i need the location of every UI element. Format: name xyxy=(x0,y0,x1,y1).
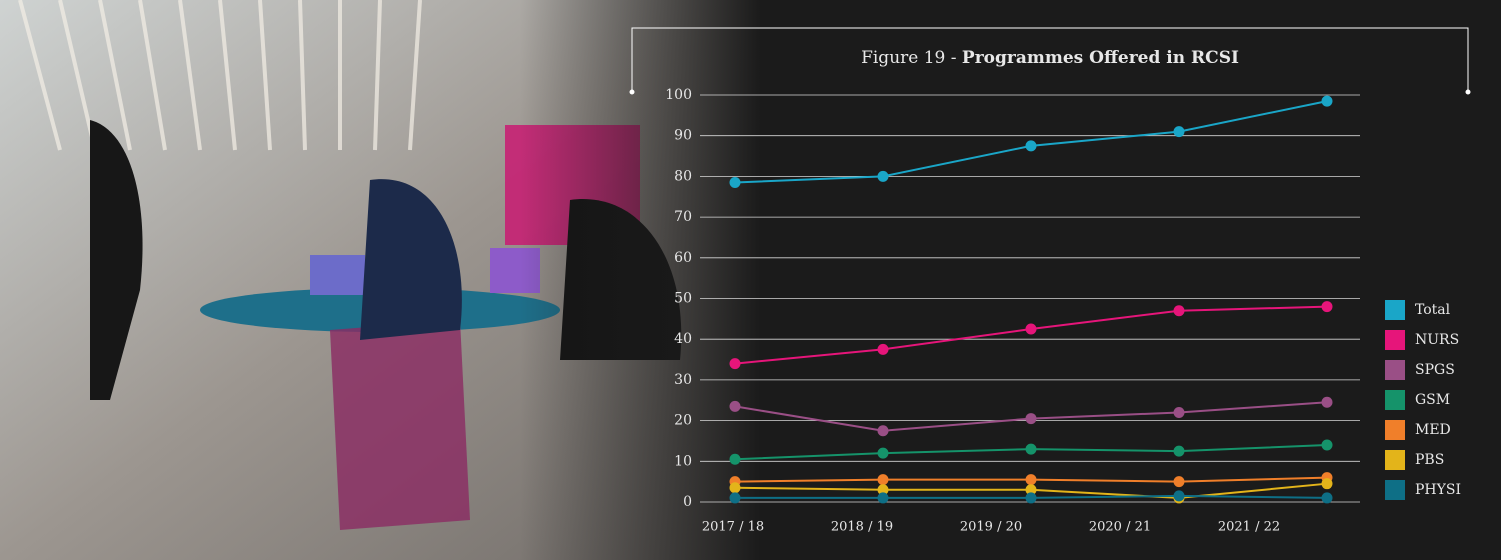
x-tick-label: 2021 / 22 xyxy=(1218,520,1280,535)
page: {"chart_data": {"type": "line", "title_p… xyxy=(0,0,1501,560)
x-tick-label: 2019 / 20 xyxy=(960,520,1022,535)
data-point xyxy=(1174,476,1185,487)
legend-swatch xyxy=(1385,420,1405,440)
x-tick-label: 2018 / 19 xyxy=(831,520,893,535)
title-main: Programmes Offered in RCSI xyxy=(962,48,1239,68)
data-point xyxy=(1026,413,1037,424)
data-point xyxy=(1322,301,1333,312)
legend-label: PHYSI xyxy=(1415,482,1461,498)
y-tick-label: 90 xyxy=(674,128,692,144)
legend-swatch xyxy=(1385,390,1405,410)
legend-label: GSM xyxy=(1415,392,1450,408)
data-point xyxy=(878,448,889,459)
data-point xyxy=(730,482,741,493)
y-tick-label: 60 xyxy=(674,250,692,266)
legend-swatch xyxy=(1385,450,1405,470)
data-point xyxy=(1026,474,1037,485)
data-point xyxy=(1026,140,1037,151)
legend-label: Total xyxy=(1415,302,1451,318)
photo-background xyxy=(0,0,760,560)
y-tick-label: 0 xyxy=(683,494,692,510)
y-tick-label: 30 xyxy=(674,372,692,388)
legend-label: NURS xyxy=(1415,332,1459,348)
data-point xyxy=(1026,492,1037,503)
data-point xyxy=(1174,305,1185,316)
data-point xyxy=(1174,407,1185,418)
data-point xyxy=(1322,492,1333,503)
y-tick-label: 50 xyxy=(674,291,692,307)
data-point xyxy=(1026,444,1037,455)
y-tick-label: 20 xyxy=(674,413,692,429)
legend-swatch xyxy=(1385,330,1405,350)
data-point xyxy=(878,492,889,503)
legend-label: MED xyxy=(1415,422,1451,438)
data-point xyxy=(1322,397,1333,408)
data-point xyxy=(730,492,741,503)
y-tick-label: 10 xyxy=(674,453,692,469)
data-point xyxy=(878,425,889,436)
chart-title: Figure 19 - Programmes Offered in RCSI xyxy=(861,48,1239,68)
data-point xyxy=(1026,324,1037,335)
data-point xyxy=(878,171,889,182)
data-point xyxy=(1322,478,1333,489)
data-point xyxy=(1174,446,1185,457)
x-tick-label: 2017 / 18 xyxy=(702,520,764,535)
x-tick-label: 2020 / 21 xyxy=(1089,520,1151,535)
data-point xyxy=(1322,440,1333,451)
title-prefix: Figure 19 - xyxy=(861,48,956,68)
data-point xyxy=(1174,126,1185,137)
series-line xyxy=(735,307,1327,364)
chart: Figure 19 - Programmes Offered in RCSI 0… xyxy=(0,0,1501,560)
data-point xyxy=(878,474,889,485)
data-point xyxy=(878,344,889,355)
data-point xyxy=(730,454,741,465)
y-tick-label: 100 xyxy=(665,87,692,103)
data-point xyxy=(1174,490,1185,501)
data-point xyxy=(1322,96,1333,107)
legend-label: SPGS xyxy=(1415,362,1455,378)
y-tick-label: 40 xyxy=(674,331,692,347)
legend-swatch xyxy=(1385,480,1405,500)
legend-label: PBS xyxy=(1415,452,1444,468)
data-point xyxy=(730,177,741,188)
legend-swatch xyxy=(1385,360,1405,380)
data-point xyxy=(730,401,741,412)
legend-swatch xyxy=(1385,300,1405,320)
y-tick-label: 80 xyxy=(674,168,692,184)
y-tick-label: 70 xyxy=(674,209,692,225)
data-point xyxy=(730,358,741,369)
